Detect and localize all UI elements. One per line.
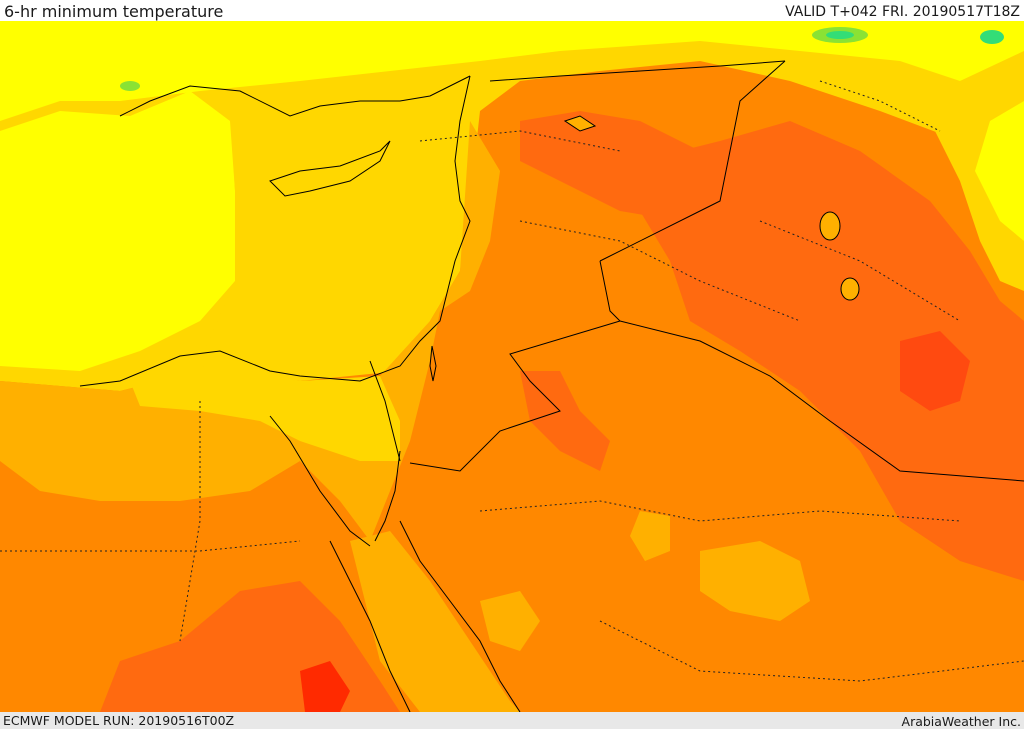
turkey-south-coast [119, 75, 471, 117]
cyprus-island [269, 140, 391, 197]
saudi-light-orange-blob [700, 541, 810, 621]
red-sea-west-coast [329, 540, 411, 712]
northern-bright-yellow [0, 21, 1024, 121]
mediterranean-bright-yellow [0, 91, 235, 371]
red-sea-east-coast [399, 520, 521, 712]
red-core-east [900, 331, 970, 411]
egypt-israel-border [369, 360, 401, 462]
nile-delta-yellow [130, 366, 400, 461]
sudan-red-core [300, 661, 350, 712]
gulf-of-aqaba [374, 450, 401, 542]
eastern-bright-yellow [975, 101, 1024, 241]
coastlines [79, 75, 521, 712]
saudi-iraq-border [619, 320, 1024, 482]
cold-spot-west [120, 81, 140, 91]
gulf-of-suez [269, 415, 371, 547]
lake-tharthar [819, 211, 841, 241]
map-header: 6-hr minimum temperature VALID T+042 FRI… [0, 0, 1024, 22]
dead-sea [429, 345, 437, 382]
syria-turkey-border [489, 60, 786, 82]
levant-coast [79, 75, 471, 387]
temperature-map [0, 21, 1024, 712]
iraq-dark-orange [640, 121, 1024, 581]
model-run-label: ECMWF MODEL RUN: 20190516T00Z [3, 713, 235, 728]
eastern-med-gold [200, 81, 470, 376]
jordan-border [409, 260, 621, 472]
jordan-dark-orange [520, 371, 610, 471]
cold-spot-east [980, 30, 1004, 44]
map-canvas [0, 21, 1024, 712]
saudi-light-orange-blob-2 [630, 511, 670, 561]
cold-spot-north-core [826, 31, 854, 39]
red-sea-light-orange [350, 531, 520, 712]
valid-time: VALID T+042 FRI. 20190517T18Z [785, 4, 1020, 20]
country-borders [369, 60, 1024, 482]
province-borders [0, 80, 1024, 682]
credit-label: ArabiaWeather Inc. [901, 714, 1021, 729]
map-title: 6-hr minimum temperature [4, 2, 224, 21]
syria-iraq-border [599, 60, 786, 262]
syria-dark-orange-patch [520, 111, 720, 221]
saudi-light-orange-blob-3 [480, 591, 540, 651]
lake-assad [563, 115, 597, 132]
map-footer: ECMWF MODEL RUN: 20190516T00Z ArabiaWeat… [0, 712, 1024, 729]
lake-habbaniyah [840, 277, 860, 301]
